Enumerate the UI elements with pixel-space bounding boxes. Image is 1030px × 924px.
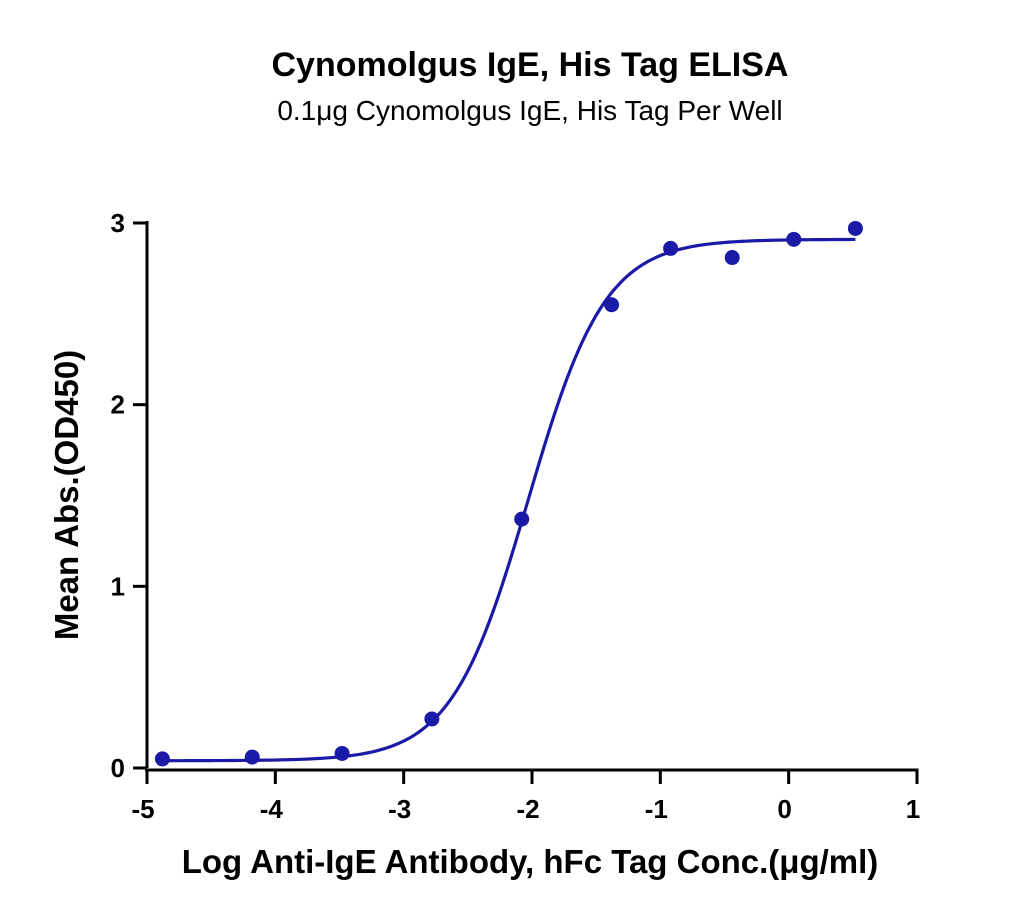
x-tick-label: -5: [131, 794, 154, 824]
x-tick-label: 1: [906, 794, 920, 824]
x-tick-label: -3: [388, 794, 411, 824]
x-tick-label: 0: [777, 794, 791, 824]
x-axis-label: Log Anti-IgE Antibody, hFc Tag Conc.(μg/…: [182, 843, 879, 880]
data-point: [514, 511, 530, 527]
data-points-layer: [154, 220, 863, 767]
y-tick-label: 3: [111, 208, 125, 238]
y-axis-label: Mean Abs.(OD450): [48, 350, 85, 640]
y-tick-label: 2: [111, 390, 125, 420]
data-point: [663, 240, 679, 256]
y-tick-label: 1: [111, 571, 125, 601]
data-point: [604, 297, 620, 313]
data-point: [424, 711, 440, 727]
x-tick-label: -4: [260, 794, 284, 824]
fit-curve-layer: [162, 237, 856, 763]
axes: 0 1 2 3 -5 -4 -3 -2 -1 0 1: [111, 208, 921, 824]
chart-subtitle: 0.1μg Cynomolgus IgE, His Tag Per Well: [277, 95, 782, 126]
data-point: [334, 745, 350, 761]
data-point: [154, 751, 170, 767]
data-point: [786, 231, 802, 247]
x-tick-label: -1: [645, 794, 668, 824]
data-point: [847, 220, 863, 236]
x-tick-label: -2: [516, 794, 539, 824]
chart-title: Cynomolgus IgE, His Tag ELISA: [272, 46, 789, 84]
fit-curve: [162, 237, 856, 763]
data-point: [244, 749, 260, 765]
data-point: [724, 250, 740, 266]
y-tick-label: 0: [111, 753, 125, 783]
